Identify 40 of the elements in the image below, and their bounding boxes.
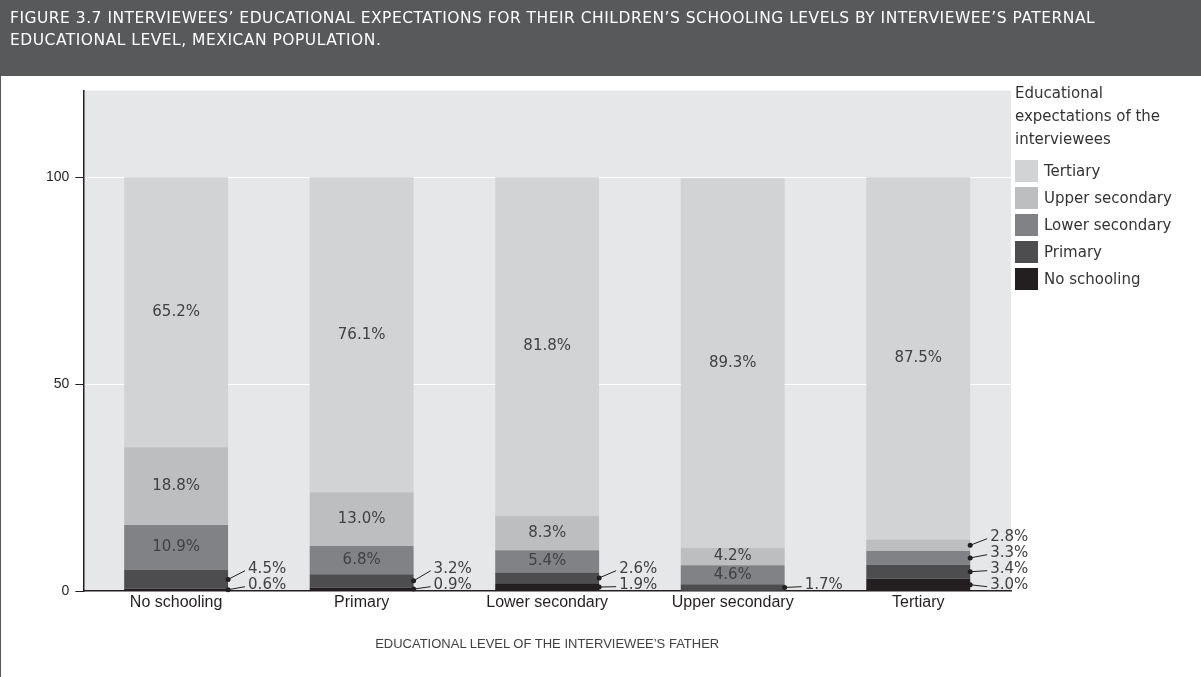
data-label: 3.3% <box>990 542 1029 561</box>
legend-label: Primary <box>1044 242 1102 261</box>
data-label: 6.8% <box>342 550 381 569</box>
data-label: 87.5% <box>894 348 943 367</box>
x-tick-label: Tertiary <box>892 593 945 611</box>
legend-label: Tertiary <box>1044 161 1101 180</box>
x-tick-label: Lower secondary <box>486 593 609 611</box>
y-tick-label: 0 <box>61 582 70 599</box>
data-label: 65.2% <box>152 302 200 321</box>
data-label: 3.0% <box>990 574 1029 593</box>
data-label: 76.1% <box>337 324 386 343</box>
data-label: 1.7% <box>804 574 843 593</box>
data-label: 3.2% <box>433 558 472 577</box>
data-label: 18.8% <box>152 475 200 494</box>
data-label: 3.4% <box>990 558 1029 577</box>
legend-label: Lower secondary <box>1044 215 1172 234</box>
data-label: 13.0% <box>337 509 386 528</box>
data-label: 0.9% <box>433 574 472 593</box>
data-label: 8.3% <box>528 522 567 541</box>
legend-label: No schooling <box>1044 269 1141 288</box>
data-label: 81.8% <box>523 336 572 355</box>
x-tick-label: No schooling <box>129 593 223 611</box>
y-tick-label: 100 <box>46 168 70 185</box>
data-label: 2.8% <box>990 526 1029 545</box>
data-label: 0.6% <box>248 574 287 593</box>
data-label: 89.3% <box>708 352 757 371</box>
data-label: 10.9% <box>152 537 200 556</box>
x-axis-title: EDUCATIONAL LEVEL OF THE INTERVIEWEE’S FATHER <box>375 635 720 651</box>
y-tick-label: 50 <box>53 375 70 392</box>
data-label: 4.2% <box>713 546 752 565</box>
data-label: 4.6% <box>713 564 752 583</box>
legend-title: Educational expectations of the interviewees <box>1015 83 1162 150</box>
data-label: 2.6% <box>619 558 658 577</box>
x-tick-label: Primary <box>334 593 390 611</box>
x-tick-label: Upper secondary <box>671 593 794 611</box>
data-label: 1.9% <box>619 574 658 593</box>
data-label: 5.4% <box>528 551 567 570</box>
data-label: 4.5% <box>248 558 287 577</box>
chart-title: FIGURE 3.7 INTERVIEWEES’ EDUCATIONAL EXPECTATIONS FOR THEIR CHILDREN’S SCHOOLING LEVELS BY INTERVIEWEE’S PATERNAL EDUCATIONAL LEVEL, MEXICAN POPULATION. <box>0 0 1201 76</box>
legend-label: Upper secondary <box>1044 188 1172 207</box>
